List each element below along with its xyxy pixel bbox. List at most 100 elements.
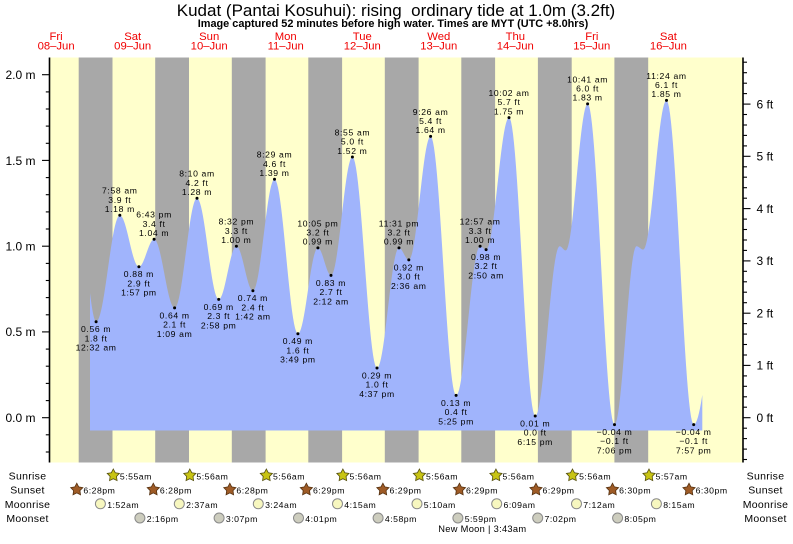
svg-text:8:05pm: 8:05pm bbox=[624, 514, 656, 524]
svg-text:Fri: Fri bbox=[585, 31, 598, 43]
svg-text:1.64 m: 1.64 m bbox=[416, 125, 446, 135]
svg-text:6.0 ft: 6.0 ft bbox=[576, 84, 599, 94]
svg-text:10:02 am: 10:02 am bbox=[488, 88, 529, 98]
svg-text:0.83 m: 0.83 m bbox=[316, 278, 346, 288]
svg-text:0.69 m: 0.69 m bbox=[204, 302, 234, 312]
svg-text:6.1 ft: 6.1 ft bbox=[655, 80, 678, 90]
svg-text:−0.04 m: −0.04 m bbox=[676, 427, 712, 437]
svg-text:5:10am: 5:10am bbox=[424, 500, 456, 510]
svg-text:5:56am: 5:56am bbox=[579, 471, 611, 481]
svg-text:0.13 m: 0.13 m bbox=[441, 398, 471, 408]
svg-text:7:02pm: 7:02pm bbox=[545, 514, 577, 524]
svg-text:3.2 ft: 3.2 ft bbox=[475, 261, 498, 271]
svg-text:5:57am: 5:57am bbox=[656, 471, 688, 481]
svg-text:5:56am: 5:56am bbox=[426, 471, 458, 481]
svg-text:2:36 am: 2:36 am bbox=[391, 281, 427, 291]
svg-text:0.4 ft: 0.4 ft bbox=[445, 407, 468, 417]
svg-text:12:57 am: 12:57 am bbox=[460, 217, 501, 227]
svg-text:6:30pm: 6:30pm bbox=[619, 486, 651, 496]
svg-text:12:32 am: 12:32 am bbox=[76, 343, 117, 353]
svg-text:10–Jun: 10–Jun bbox=[191, 41, 228, 53]
svg-text:7:57 pm: 7:57 pm bbox=[676, 446, 712, 456]
svg-text:4:37 pm: 4:37 pm bbox=[359, 389, 395, 399]
svg-text:11–Jun: 11–Jun bbox=[268, 41, 304, 53]
svg-text:3.2 ft: 3.2 ft bbox=[306, 228, 329, 238]
svg-text:| 3:43am: | 3:43am bbox=[488, 524, 526, 534]
svg-text:−0.1 ft: −0.1 ft bbox=[600, 436, 629, 446]
svg-text:3 ft: 3 ft bbox=[757, 254, 774, 268]
svg-text:2:12 am: 2:12 am bbox=[313, 296, 349, 306]
svg-text:1:42 am: 1:42 am bbox=[235, 312, 271, 322]
svg-text:4:15am: 4:15am bbox=[344, 500, 376, 510]
svg-text:15–Jun: 15–Jun bbox=[573, 41, 610, 53]
svg-text:0.5 m: 0.5 m bbox=[5, 325, 35, 339]
svg-text:1.6 ft: 1.6 ft bbox=[286, 345, 309, 355]
svg-text:0.01 m: 0.01 m bbox=[520, 418, 550, 428]
svg-text:12–Jun: 12–Jun bbox=[344, 41, 381, 53]
svg-text:1.0 m: 1.0 m bbox=[5, 240, 35, 254]
svg-text:08–Jun: 08–Jun bbox=[38, 41, 75, 53]
svg-text:6:28pm: 6:28pm bbox=[160, 486, 192, 496]
svg-text:Sunset: Sunset bbox=[10, 485, 45, 497]
svg-text:5.0 ft: 5.0 ft bbox=[341, 137, 364, 147]
svg-text:1:57 pm: 1:57 pm bbox=[121, 288, 157, 298]
svg-text:8:55 am: 8:55 am bbox=[335, 127, 371, 137]
svg-text:0 ft: 0 ft bbox=[757, 411, 774, 425]
svg-text:Wed: Wed bbox=[427, 31, 450, 43]
svg-text:New Moon: New Moon bbox=[438, 524, 488, 534]
svg-text:10:41 am: 10:41 am bbox=[567, 74, 608, 84]
svg-text:8:10 am: 8:10 am bbox=[179, 169, 215, 179]
svg-text:3.9 ft: 3.9 ft bbox=[108, 195, 131, 205]
svg-text:10:05 pm: 10:05 pm bbox=[297, 218, 338, 228]
svg-text:0.88 m: 0.88 m bbox=[124, 269, 154, 279]
svg-text:1.8 ft: 1.8 ft bbox=[85, 333, 108, 343]
svg-text:2.9 ft: 2.9 ft bbox=[127, 278, 150, 288]
svg-text:0.64 m: 0.64 m bbox=[160, 310, 190, 320]
svg-text:3.2 ft: 3.2 ft bbox=[387, 228, 410, 238]
svg-text:5.7 ft: 5.7 ft bbox=[497, 97, 520, 107]
svg-text:Moonset: Moonset bbox=[744, 513, 786, 525]
svg-text:0.0 m: 0.0 m bbox=[5, 411, 35, 425]
svg-text:6:29pm: 6:29pm bbox=[543, 486, 575, 496]
svg-text:3.4 ft: 3.4 ft bbox=[143, 219, 166, 229]
svg-text:Tue: Tue bbox=[353, 31, 372, 43]
svg-text:6:15 pm: 6:15 pm bbox=[517, 437, 553, 447]
svg-text:4:01pm: 4:01pm bbox=[305, 514, 337, 524]
svg-text:5.4 ft: 5.4 ft bbox=[419, 116, 442, 126]
svg-text:3.3 ft: 3.3 ft bbox=[469, 226, 492, 236]
svg-text:2:37am: 2:37am bbox=[186, 500, 218, 510]
svg-text:0.29 m: 0.29 m bbox=[362, 370, 392, 380]
svg-text:5:56am: 5:56am bbox=[273, 471, 305, 481]
svg-text:0.98 m: 0.98 m bbox=[471, 252, 501, 262]
svg-text:5:25 pm: 5:25 pm bbox=[438, 416, 474, 426]
svg-text:1 ft: 1 ft bbox=[757, 359, 774, 373]
svg-text:2.0 m: 2.0 m bbox=[5, 68, 35, 82]
svg-text:5:56am: 5:56am bbox=[350, 471, 382, 481]
svg-text:Kudat (Pantai Kosuhui): rising: Kudat (Pantai Kosuhui): rising ordinary … bbox=[177, 1, 615, 20]
svg-text:0.74 m: 0.74 m bbox=[238, 293, 268, 303]
svg-text:16–Jun: 16–Jun bbox=[650, 41, 687, 53]
svg-text:6:30pm: 6:30pm bbox=[696, 486, 728, 496]
svg-text:3.0 ft: 3.0 ft bbox=[397, 272, 420, 282]
svg-text:6:09am: 6:09am bbox=[504, 500, 536, 510]
svg-text:09–Jun: 09–Jun bbox=[114, 41, 151, 53]
svg-text:Sunrise: Sunrise bbox=[9, 470, 47, 482]
svg-text:0.92 m: 0.92 m bbox=[394, 262, 424, 272]
svg-text:1.52 m: 1.52 m bbox=[337, 146, 367, 156]
svg-text:0.99 m: 0.99 m bbox=[303, 237, 333, 247]
svg-text:6:28pm: 6:28pm bbox=[236, 486, 268, 496]
svg-text:4.6 ft: 4.6 ft bbox=[263, 159, 286, 169]
svg-text:Moonrise: Moonrise bbox=[5, 499, 51, 511]
svg-text:2:58 pm: 2:58 pm bbox=[201, 320, 237, 330]
svg-text:0.49 m: 0.49 m bbox=[283, 336, 313, 346]
svg-text:3:24am: 3:24am bbox=[265, 500, 297, 510]
svg-text:−0.04 m: −0.04 m bbox=[597, 427, 633, 437]
svg-text:4:58pm: 4:58pm bbox=[385, 514, 417, 524]
svg-text:Moonset: Moonset bbox=[6, 513, 48, 525]
svg-text:5:59pm: 5:59pm bbox=[465, 514, 497, 524]
svg-text:Sunrise: Sunrise bbox=[747, 470, 785, 482]
svg-text:4 ft: 4 ft bbox=[757, 202, 774, 216]
svg-text:1.83 m: 1.83 m bbox=[573, 93, 603, 103]
svg-text:1.75 m: 1.75 m bbox=[494, 106, 524, 116]
svg-text:6:29pm: 6:29pm bbox=[390, 486, 422, 496]
